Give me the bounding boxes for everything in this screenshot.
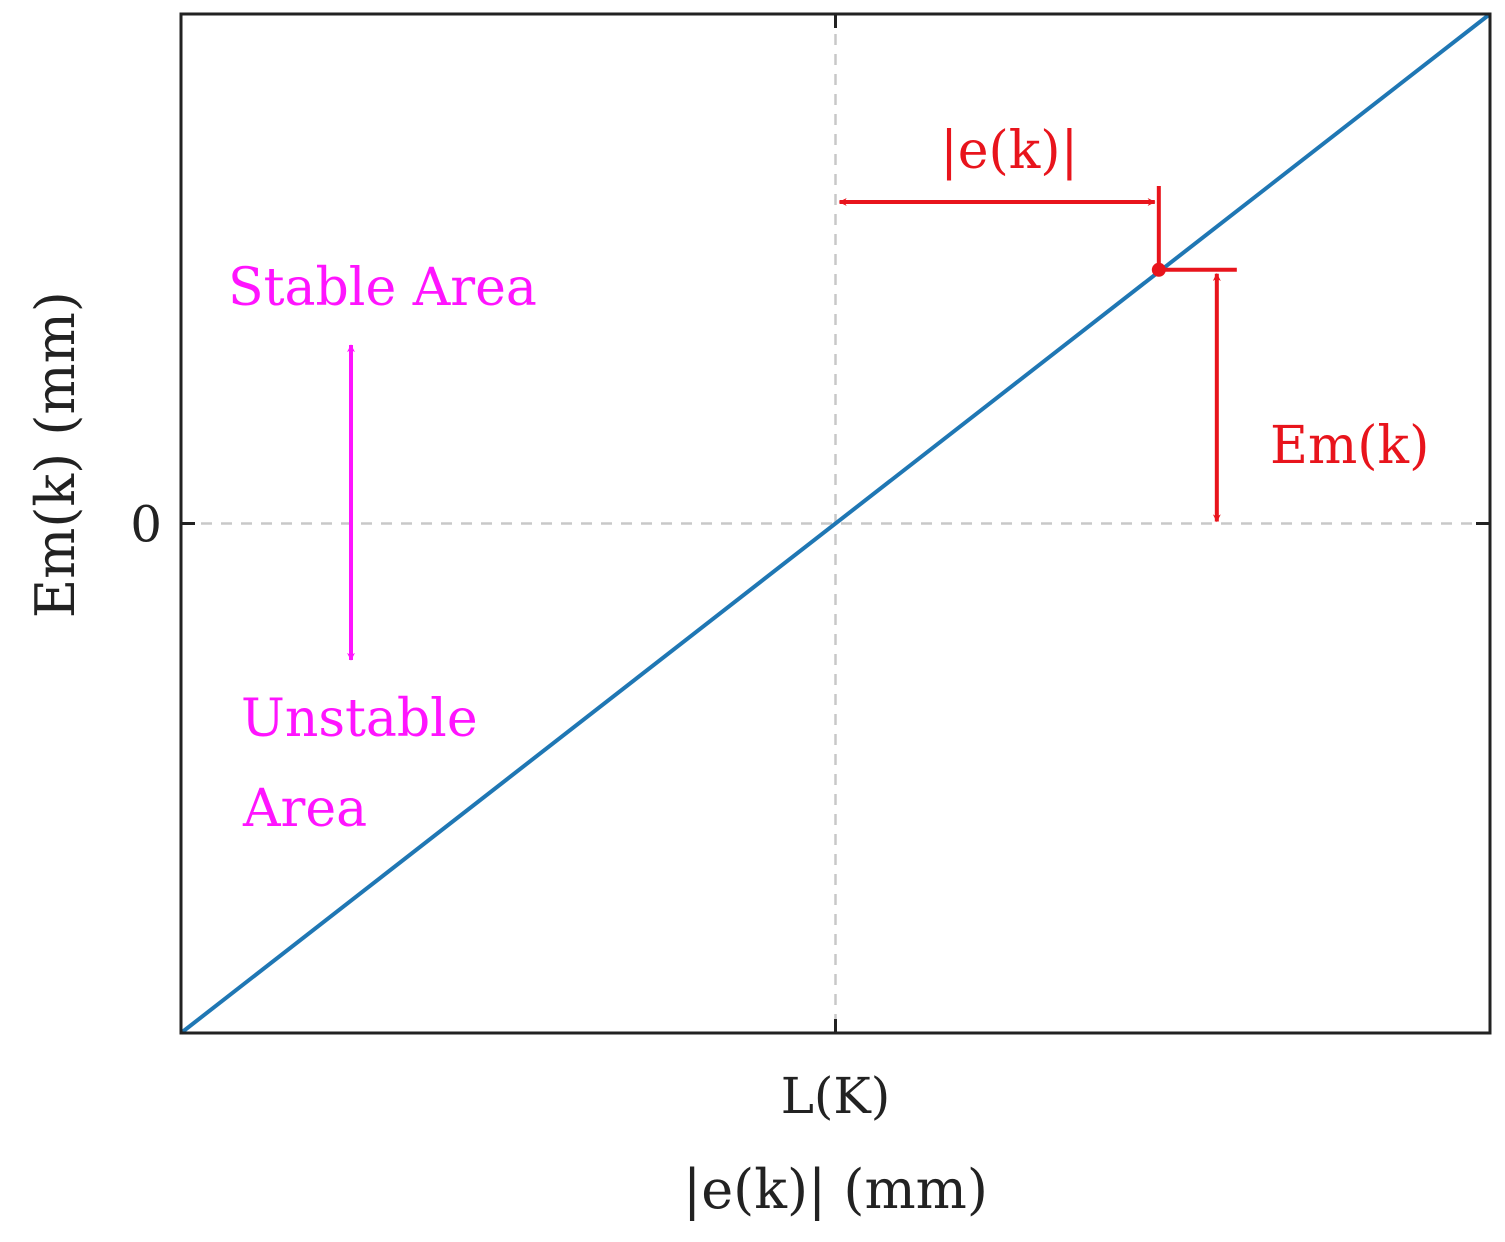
annotations: [347, 186, 1237, 661]
x-axis-label: |e(k)| (mm): [683, 1158, 988, 1221]
e-distance-label: |e(k)|: [940, 121, 1078, 181]
x-tick-label: L(K): [781, 1067, 891, 1125]
data-point-marker: [1151, 262, 1166, 277]
stable-area-label: Stable Area: [228, 258, 537, 318]
y-tick-label: 0: [130, 496, 162, 554]
unstable-area-label-line1: Unstable: [241, 689, 478, 749]
series-line-0: [179, 12, 1492, 1035]
y-axis-label: Em(k) (mm): [24, 291, 87, 618]
unstable-area-label-line2: Area: [242, 779, 367, 839]
em-distance-label: Em(k): [1270, 416, 1429, 476]
series-group: [179, 12, 1492, 1035]
axis-ticks: [181, 14, 1490, 1033]
